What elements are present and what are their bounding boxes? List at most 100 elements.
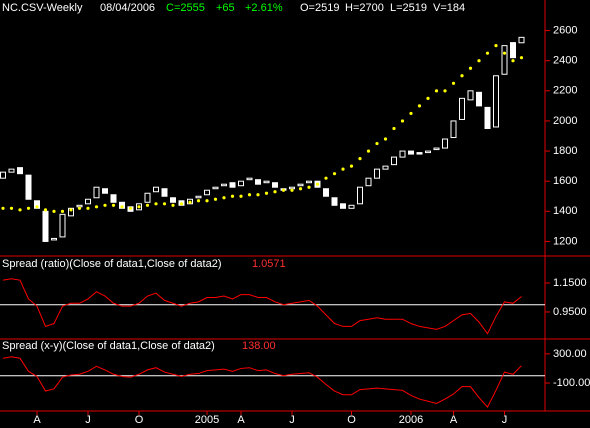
symbol: NC.CSV-Weekly xyxy=(2,2,83,14)
line-dot xyxy=(247,193,252,197)
date: 08/04/2006 xyxy=(100,2,155,14)
y-tick-label: 1400 xyxy=(553,205,577,217)
candle xyxy=(93,186,100,199)
x-tick-label: A xyxy=(33,414,41,426)
line-dot xyxy=(77,206,82,210)
y-tick-label: 1600 xyxy=(553,175,577,187)
line-dot xyxy=(1,206,5,210)
line-dot xyxy=(434,89,439,93)
x-tick-label: J xyxy=(85,414,91,426)
candle xyxy=(382,165,389,170)
line-dot xyxy=(256,193,260,197)
line-dot xyxy=(349,164,354,168)
panel xyxy=(0,278,545,335)
line-dot xyxy=(443,89,447,93)
line-dot xyxy=(145,203,150,207)
candle xyxy=(510,42,516,59)
line-dot xyxy=(69,208,73,212)
volume: V=184 xyxy=(433,2,465,14)
line-dot xyxy=(239,194,243,198)
y-tick-label: -100.00 xyxy=(553,377,590,389)
line-dot xyxy=(35,205,39,209)
candle xyxy=(493,75,499,128)
candle xyxy=(229,182,236,188)
line-dot xyxy=(426,96,430,100)
x-tick-label: A xyxy=(237,414,245,426)
line-dot xyxy=(43,208,48,212)
line-dot xyxy=(451,81,456,85)
x-tick-label: J xyxy=(502,414,508,426)
line-dot xyxy=(26,206,31,210)
line-dot xyxy=(383,137,388,141)
line-dot xyxy=(154,202,158,206)
low: L=2519 xyxy=(390,2,427,14)
spread-line xyxy=(2,356,522,408)
change: +65 xyxy=(216,2,235,14)
candle xyxy=(51,237,57,241)
candle xyxy=(442,138,448,149)
line-dot xyxy=(315,182,320,186)
open: O=2519 xyxy=(300,2,339,14)
candle xyxy=(306,180,312,184)
y-tick-label: 300.00 xyxy=(553,348,587,360)
line-dot xyxy=(188,200,192,204)
line-dot xyxy=(137,205,141,209)
line-dot xyxy=(485,51,490,55)
line-dot xyxy=(9,206,14,210)
line-dot xyxy=(392,126,396,131)
line-dot xyxy=(298,187,303,191)
line-dot xyxy=(358,157,362,161)
line-dot xyxy=(86,206,90,210)
panel-value: 1.0571 xyxy=(252,258,286,270)
line-dot xyxy=(264,191,269,195)
line-dot xyxy=(111,203,116,207)
candle xyxy=(484,106,491,129)
close: C=2555 xyxy=(166,2,205,14)
panel-value: 138.00 xyxy=(242,340,276,352)
line-dot xyxy=(417,104,422,108)
candle xyxy=(110,194,117,203)
candle xyxy=(8,168,15,173)
line-dot xyxy=(171,203,175,207)
line-dot xyxy=(60,209,65,213)
line-dot xyxy=(494,44,498,48)
line-dot xyxy=(366,149,371,153)
y-tick-label: 1200 xyxy=(553,235,577,247)
line-dot xyxy=(205,199,209,203)
line-dot xyxy=(307,185,311,189)
candle xyxy=(102,188,108,194)
candle xyxy=(25,174,32,200)
line-dot xyxy=(409,111,413,116)
x-tick-label: A xyxy=(450,414,458,426)
line-dot xyxy=(213,197,218,201)
line-dot xyxy=(290,188,294,192)
candle xyxy=(450,120,457,139)
candle xyxy=(212,186,219,190)
candle xyxy=(289,186,295,190)
candle xyxy=(374,168,380,179)
line-dot xyxy=(400,119,405,123)
y-tick-label: 2000 xyxy=(553,115,577,127)
panel-title: Spread (ratio)(Close of data1,Close of d… xyxy=(2,258,222,270)
line-dot xyxy=(477,59,481,63)
line-dot xyxy=(162,202,167,206)
line-dot xyxy=(468,66,473,70)
candle xyxy=(17,167,23,175)
change-pct: +2.61% xyxy=(245,2,283,14)
spread-line xyxy=(2,278,522,335)
line-dot xyxy=(128,206,133,210)
candle xyxy=(348,204,355,209)
line-dot xyxy=(324,176,328,180)
panel xyxy=(0,356,545,408)
line-dot xyxy=(332,172,337,176)
candle xyxy=(238,180,244,187)
candle xyxy=(170,197,176,203)
candle xyxy=(391,156,397,166)
x-tick-label: J xyxy=(289,414,295,426)
y-tick-label: 1800 xyxy=(553,145,577,157)
candle xyxy=(0,171,6,179)
candle xyxy=(85,198,91,205)
candle xyxy=(425,150,431,154)
candle xyxy=(467,90,474,101)
